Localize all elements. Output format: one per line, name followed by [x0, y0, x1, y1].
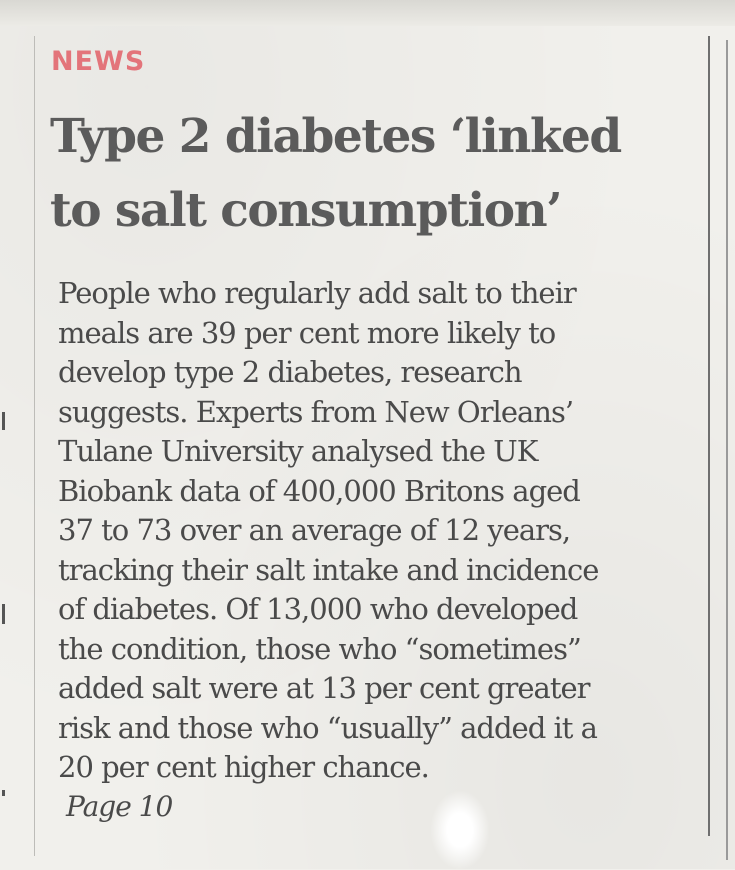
headline-line-1: Type 2 diabetes ‘linked	[50, 109, 622, 164]
headline-line-2: to salt consumption’	[50, 183, 563, 238]
body-line: risk and those who “usually” added it a	[58, 710, 598, 745]
page-reference: Page 10	[66, 790, 173, 823]
headline: Type 2 diabetes ‘linked to salt consumpt…	[50, 100, 710, 248]
body-line: Tulane University analysed the UK	[58, 434, 538, 468]
body-line: of diabetes. Of 13,000 who developed	[58, 592, 578, 626]
body-line: the condition, those who “sometimes”	[58, 631, 582, 666]
page-fold-edge	[726, 40, 728, 860]
adjacent-column-fragments	[0, 0, 20, 869]
paper-tear-mark	[430, 790, 490, 870]
article-body: People who regularly add salt to their m…	[58, 274, 718, 788]
body-line: suggests. Experts from New Orleans’	[58, 394, 574, 429]
torn-top-edge	[0, 0, 735, 26]
body-line: meals are 39 per cent more likely to	[58, 315, 556, 350]
body-line: added salt were at 13 per cent greater	[58, 671, 591, 705]
body-line: Biobank data of 400,000 Britons aged	[58, 473, 581, 508]
body-line: People who regularly add salt to their	[58, 276, 577, 310]
body-line: develop type 2 diabetes, research	[58, 355, 523, 389]
section-kicker: NEWS	[51, 46, 146, 77]
body-line: 37 to 73 over an average of 12 years,	[58, 513, 571, 547]
body-line: tracking their salt intake and incidence	[58, 552, 599, 587]
article-frame-left-rule	[34, 36, 725, 856]
body-line: 20 per cent higher chance.	[58, 750, 430, 784]
article-frame-right-rule	[708, 36, 710, 836]
